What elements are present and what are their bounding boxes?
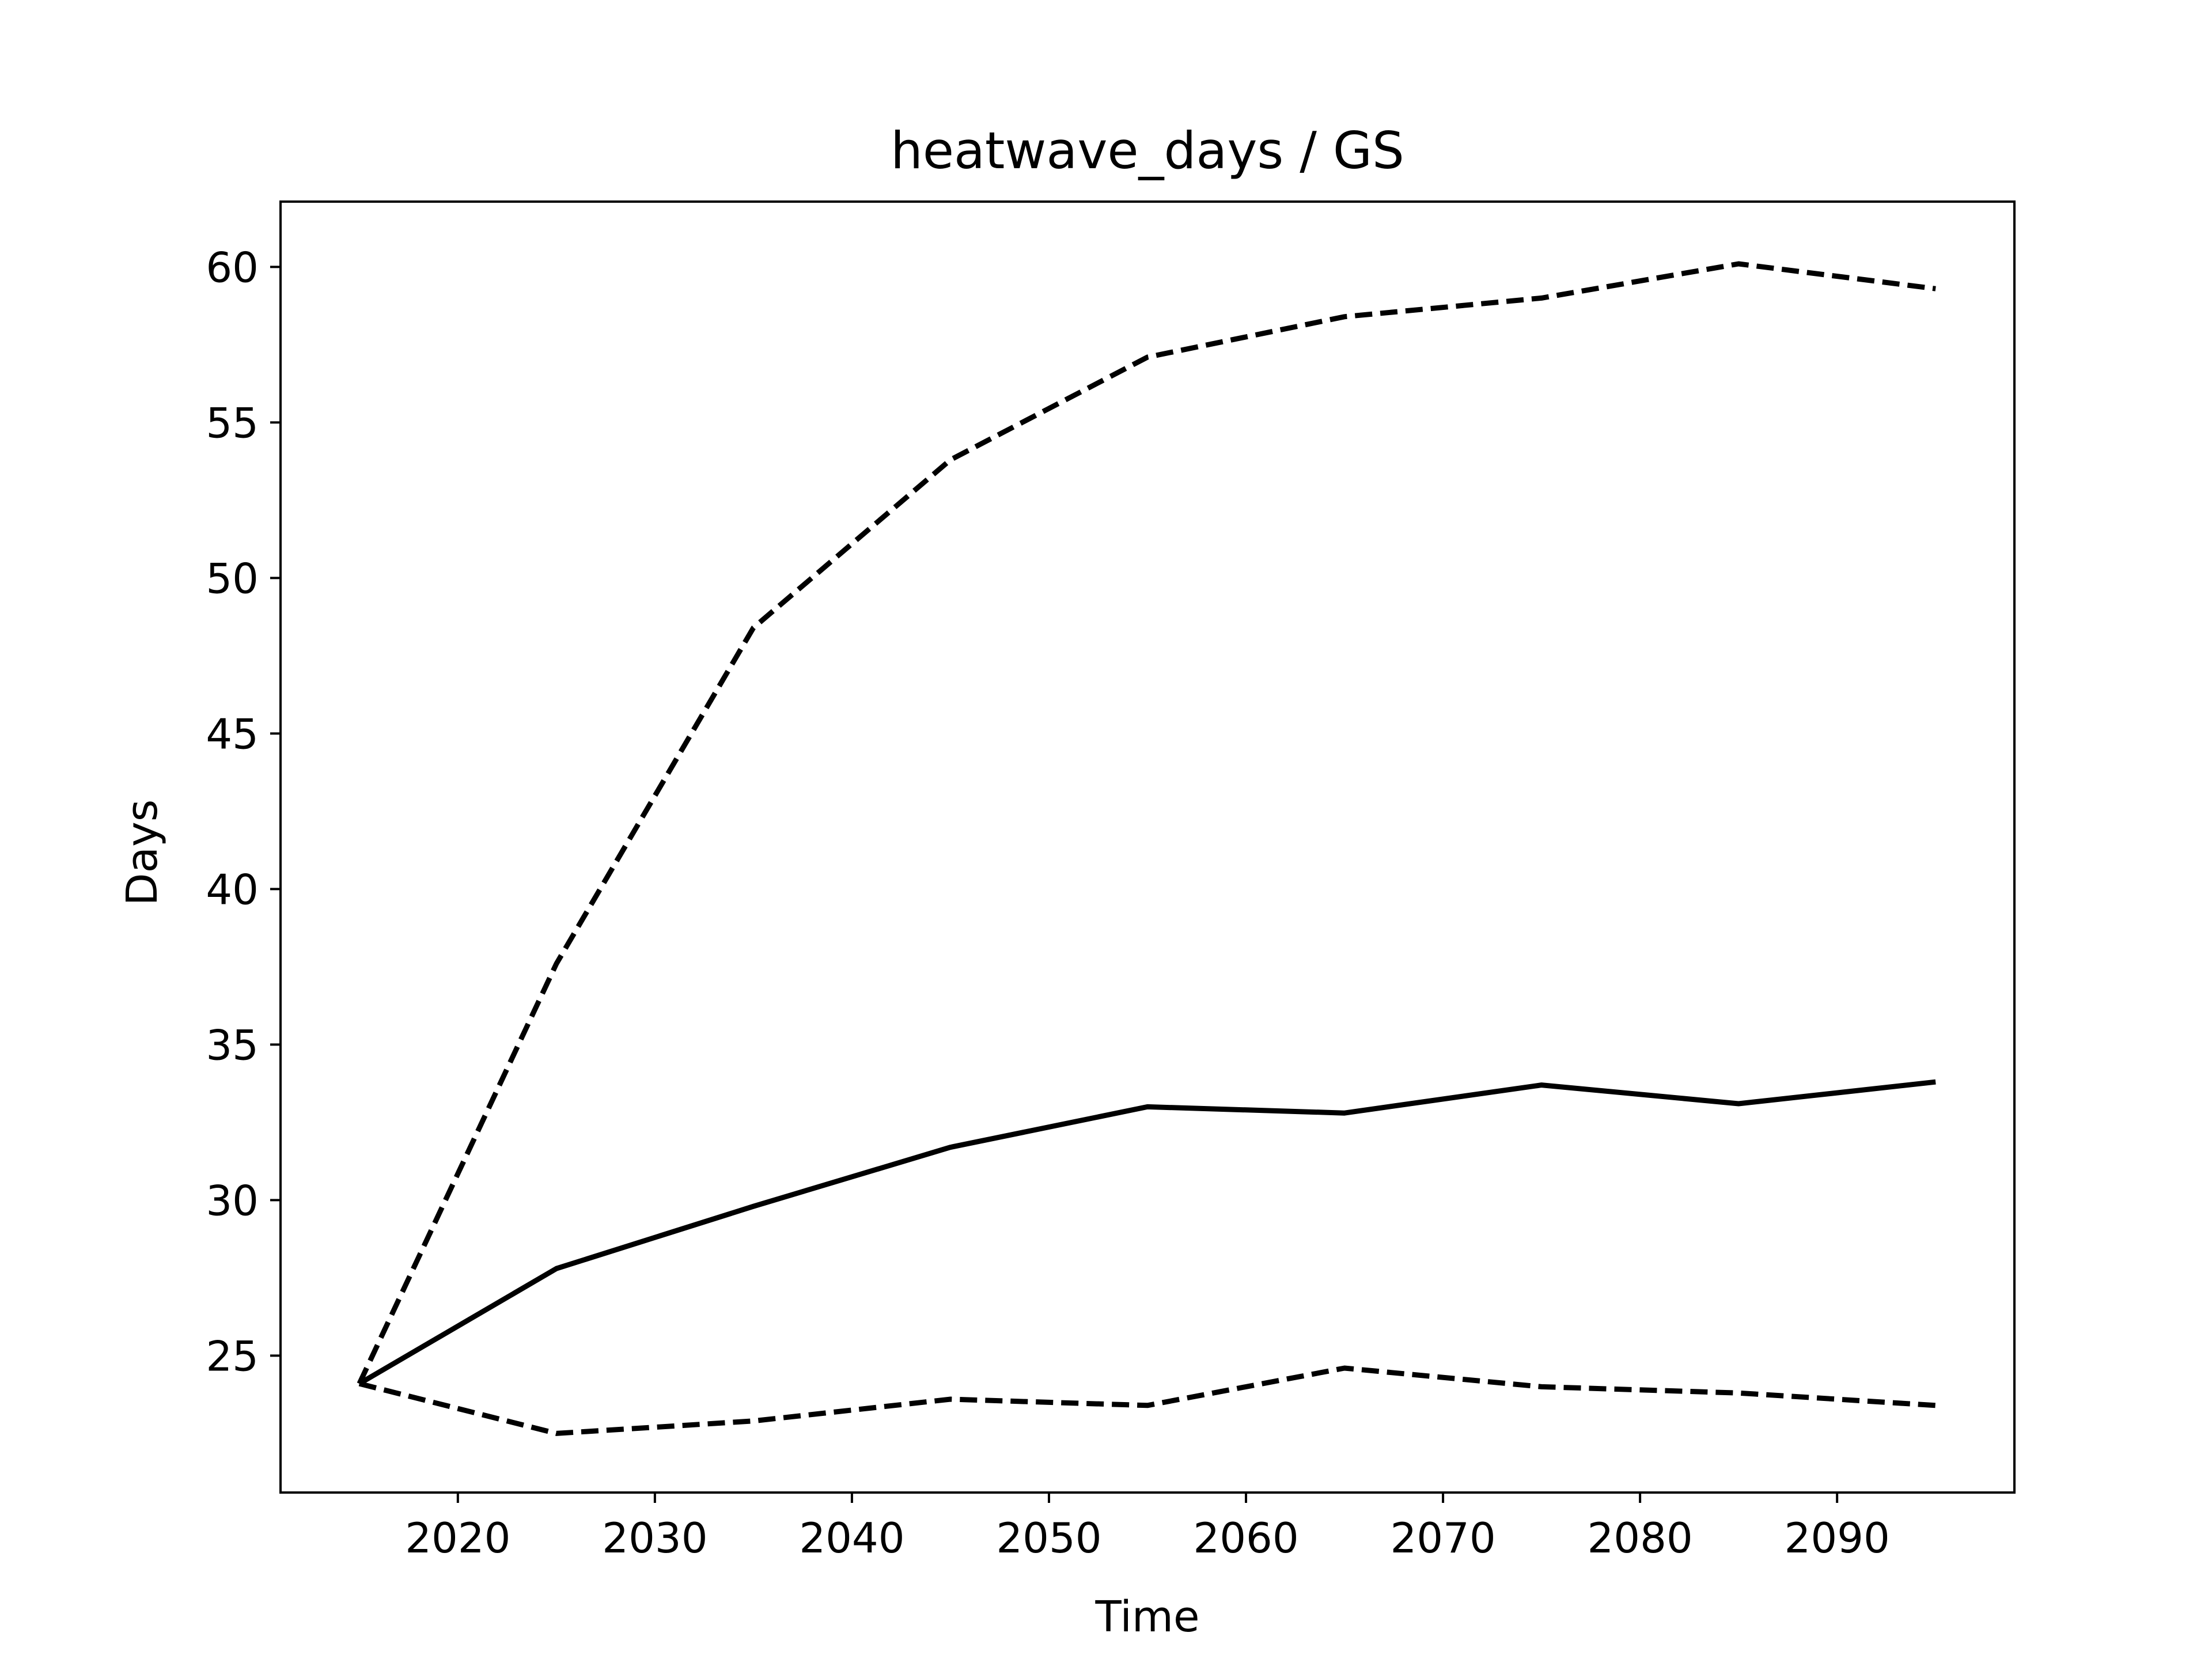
x-tick-label: 2030 [602, 1514, 707, 1562]
x-tick-label: 2070 [1390, 1514, 1495, 1562]
y-axis-title: Days [118, 800, 167, 906]
y-tick-label: 60 [206, 243, 259, 291]
series-line-3 [358, 1365, 1936, 1436]
y-tick-label: 30 [206, 1176, 259, 1225]
x-tick-label: 2020 [405, 1514, 510, 1562]
y-tick-label: 35 [206, 1021, 259, 1069]
plot-frame [279, 200, 2016, 1494]
plot-marks [357, 261, 1936, 1436]
x-tick-label: 2050 [996, 1514, 1101, 1562]
y-tick-label: 40 [206, 865, 259, 914]
y-tick-label: 50 [206, 554, 259, 603]
x-axis: 2020 2030 2040 2050 2060 2070 2080 2090 [405, 1493, 1890, 1562]
x-axis-title: Time [1094, 1592, 1199, 1642]
y-tick-label: 55 [206, 399, 259, 447]
x-tick-label: 2080 [1587, 1514, 1692, 1562]
y-axis: 25 30 35 40 45 50 55 60 [206, 243, 281, 1380]
y-tick-label: 25 [206, 1332, 259, 1380]
x-tick-label: 2090 [1785, 1514, 1890, 1562]
y-tick-label: 45 [206, 710, 259, 758]
x-tick-label: 2060 [1193, 1514, 1298, 1562]
x-tick-label: 2040 [799, 1514, 904, 1562]
series-line-1 [358, 1079, 1936, 1386]
series-line-2 [357, 261, 1936, 1385]
chart-title: heatwave_days / GS [891, 121, 1404, 180]
